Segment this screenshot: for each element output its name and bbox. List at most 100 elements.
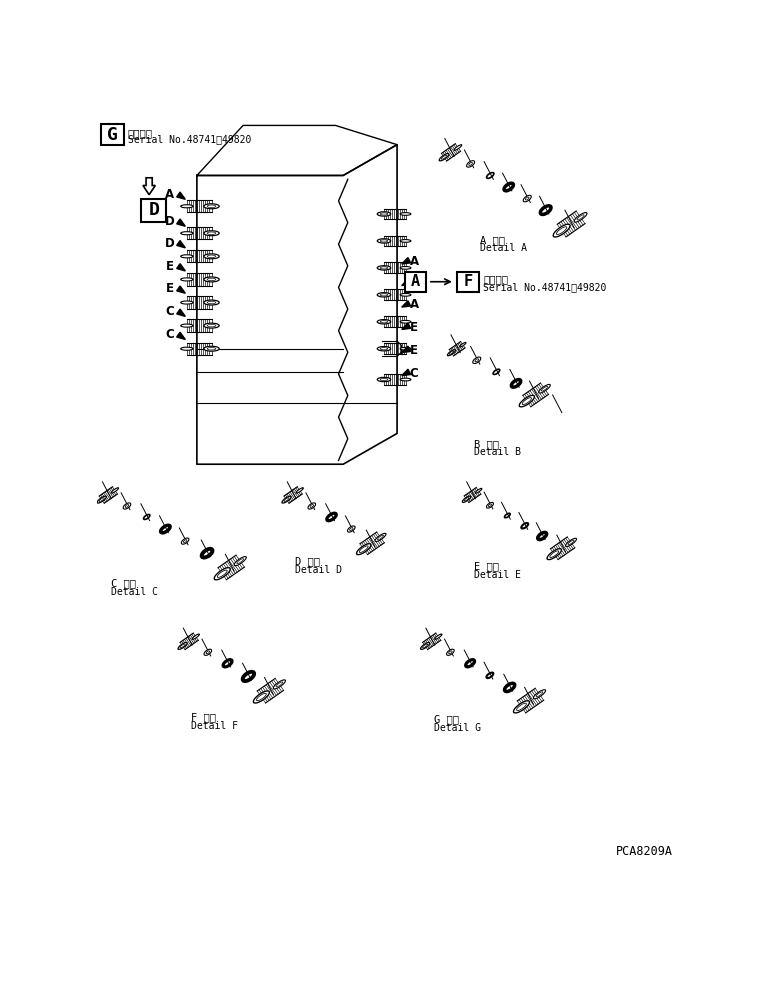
Text: A: A — [409, 255, 418, 268]
Text: 適用号機: 適用号機 — [483, 274, 509, 284]
Ellipse shape — [357, 543, 371, 554]
Text: A: A — [409, 298, 418, 311]
Ellipse shape — [377, 320, 391, 324]
Ellipse shape — [462, 496, 471, 502]
Ellipse shape — [204, 346, 219, 351]
Text: E: E — [410, 321, 418, 334]
Text: A: A — [411, 275, 420, 289]
Polygon shape — [143, 178, 156, 194]
Ellipse shape — [475, 489, 482, 493]
Polygon shape — [177, 333, 185, 339]
Ellipse shape — [519, 395, 534, 407]
Text: Detail F: Detail F — [191, 721, 238, 731]
Ellipse shape — [487, 502, 493, 508]
Text: Detail E: Detail E — [474, 570, 521, 580]
Ellipse shape — [214, 568, 230, 580]
Ellipse shape — [400, 347, 411, 350]
Ellipse shape — [204, 277, 219, 282]
Text: D 詳細: D 詳細 — [295, 556, 320, 567]
Polygon shape — [402, 258, 411, 264]
Polygon shape — [402, 369, 411, 376]
Text: F: F — [463, 275, 472, 289]
Text: B: B — [410, 277, 418, 289]
Ellipse shape — [97, 496, 106, 503]
Text: C: C — [165, 305, 175, 318]
Ellipse shape — [181, 301, 193, 304]
Ellipse shape — [181, 324, 193, 327]
FancyBboxPatch shape — [101, 124, 124, 145]
Text: Detail G: Detail G — [434, 723, 481, 733]
Polygon shape — [177, 286, 185, 293]
Ellipse shape — [377, 378, 391, 382]
Text: Serial No.48741～49820: Serial No.48741～49820 — [128, 134, 251, 144]
Ellipse shape — [400, 378, 411, 381]
Ellipse shape — [123, 503, 131, 509]
Polygon shape — [177, 219, 185, 227]
Text: Serial No.48741～49820: Serial No.48741～49820 — [483, 282, 606, 291]
Text: C: C — [410, 367, 418, 380]
Ellipse shape — [547, 548, 562, 559]
Ellipse shape — [308, 503, 316, 509]
Ellipse shape — [178, 643, 187, 649]
Ellipse shape — [273, 680, 285, 689]
FancyBboxPatch shape — [457, 272, 479, 291]
Polygon shape — [177, 240, 185, 248]
Text: B 詳細: B 詳細 — [474, 439, 499, 449]
Ellipse shape — [446, 649, 454, 655]
FancyBboxPatch shape — [141, 198, 166, 222]
Ellipse shape — [420, 643, 430, 649]
FancyBboxPatch shape — [405, 272, 427, 291]
Ellipse shape — [181, 347, 193, 350]
Ellipse shape — [454, 145, 461, 150]
Text: PCA8209A: PCA8209A — [616, 846, 672, 858]
Ellipse shape — [553, 225, 570, 237]
Ellipse shape — [523, 195, 531, 202]
Text: E 詳細: E 詳細 — [474, 561, 499, 571]
Ellipse shape — [400, 267, 411, 269]
Ellipse shape — [204, 649, 212, 655]
Text: Detail B: Detail B — [474, 447, 521, 457]
Polygon shape — [402, 346, 411, 352]
Text: A 詳細: A 詳細 — [480, 234, 505, 245]
Text: Detail C: Detail C — [111, 587, 158, 596]
Ellipse shape — [181, 278, 193, 281]
Ellipse shape — [204, 323, 219, 328]
Ellipse shape — [574, 213, 587, 222]
Text: Detail A: Detail A — [480, 243, 528, 253]
Polygon shape — [177, 309, 185, 317]
Ellipse shape — [435, 634, 442, 640]
Ellipse shape — [400, 213, 411, 215]
Ellipse shape — [377, 292, 391, 297]
Ellipse shape — [204, 231, 219, 235]
Text: G: G — [107, 126, 118, 143]
Ellipse shape — [377, 266, 391, 270]
Text: Detail D: Detail D — [295, 565, 342, 575]
Ellipse shape — [204, 300, 219, 305]
Ellipse shape — [282, 496, 291, 503]
Ellipse shape — [377, 238, 391, 243]
Ellipse shape — [181, 255, 193, 258]
Text: C 詳細: C 詳細 — [111, 578, 136, 589]
Text: E: E — [166, 260, 174, 273]
Ellipse shape — [400, 321, 411, 323]
Text: G 詳細: G 詳細 — [434, 714, 459, 725]
Ellipse shape — [539, 385, 550, 393]
Text: E: E — [166, 283, 174, 295]
Ellipse shape — [377, 212, 391, 216]
Polygon shape — [402, 280, 411, 285]
Ellipse shape — [439, 154, 449, 161]
Text: E: E — [410, 343, 418, 357]
Ellipse shape — [447, 349, 455, 356]
Ellipse shape — [467, 161, 474, 167]
Ellipse shape — [204, 204, 219, 209]
Ellipse shape — [296, 488, 304, 493]
Ellipse shape — [473, 357, 480, 364]
Ellipse shape — [204, 254, 219, 259]
Text: D: D — [165, 215, 175, 229]
Ellipse shape — [534, 690, 546, 698]
Text: D: D — [148, 201, 159, 219]
Ellipse shape — [400, 293, 411, 296]
Text: A: A — [165, 188, 175, 201]
Text: F 詳細: F 詳細 — [191, 712, 216, 722]
Ellipse shape — [192, 634, 200, 640]
